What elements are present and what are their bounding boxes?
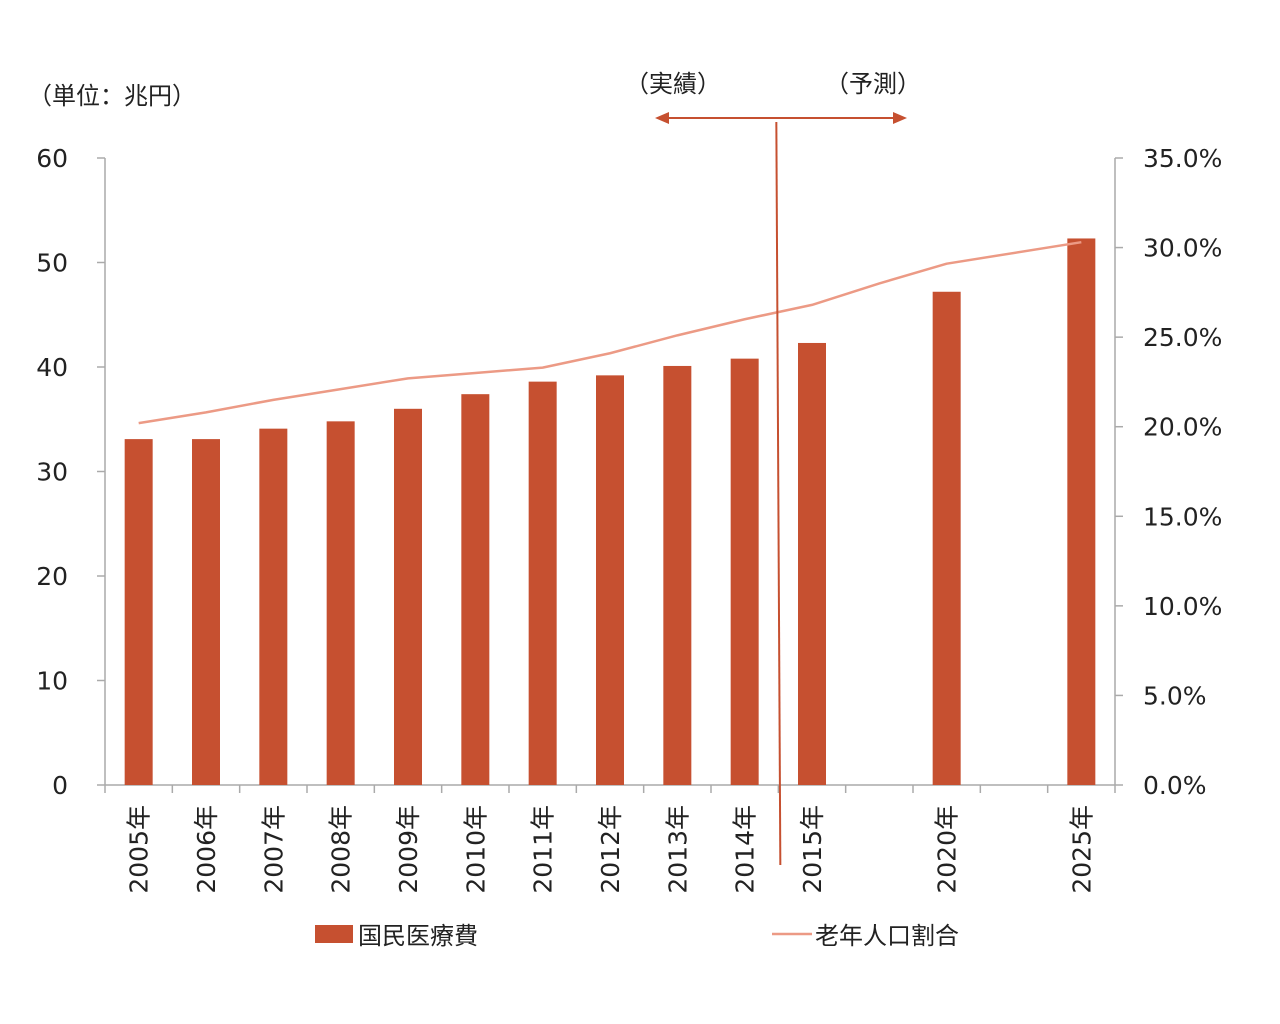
x-tick-label: 2005年 (125, 805, 154, 894)
line-series (138, 240, 1082, 425)
bar-2012年 (596, 375, 624, 785)
left-tick-label: 40 (36, 353, 68, 382)
forecast-label: （予測） (825, 70, 921, 98)
legend-line-label: 老年人口割合 (815, 922, 959, 950)
right-tick-label: 20.0% (1143, 413, 1222, 442)
bar-2013年 (663, 365, 692, 785)
x-tick-label: 2006年 (192, 805, 221, 894)
arrow-left-head (655, 112, 669, 124)
left-tick-label: 10 (36, 667, 68, 696)
x-tick-label: 2013年 (663, 805, 692, 894)
x-tick-label: 2011年 (529, 805, 558, 894)
x-tick-label: 2010年 (461, 805, 490, 894)
legend-bar-swatch (315, 925, 353, 943)
x-tick-label: 2008年 (327, 805, 356, 894)
divider-line (775, 121, 782, 866)
bar-2020年 (932, 291, 961, 785)
right-axis: 0.0% 5.0% 10.0% 15.0% 20.0% 25.0% 30.0% 35.0% (1114, 144, 1222, 800)
x-tick-label: 2009年 (394, 805, 423, 894)
x-tick-label: 2007年 (259, 805, 288, 894)
left-axis: 0 10 20 30 40 50 60 (36, 144, 106, 800)
legend: 国民医療費 老年人口割合 (315, 922, 959, 950)
left-tick-label: 50 (36, 249, 68, 278)
left-tick-label: 20 (36, 562, 68, 591)
right-tick-label: 10.0% (1143, 592, 1222, 621)
legend-bar-label: 国民医療費 (358, 922, 478, 950)
left-tick-label: 30 (36, 458, 68, 487)
right-tick-label: 35.0% (1143, 144, 1222, 173)
bar-2010年 (461, 394, 490, 785)
x-tick-label: 2012年 (596, 805, 625, 894)
bar-2006年 (192, 439, 220, 785)
bar-2015年 (798, 342, 826, 785)
x-axis: 2005年 2006年 2007年 2008年 2009年 2010年 2011年 2012年… (104, 784, 1116, 894)
left-tick-label: 60 (36, 144, 68, 173)
bar-2008年 (326, 421, 355, 785)
bar-2025年 (1067, 238, 1096, 786)
bar-2009年 (394, 408, 422, 785)
x-tick-label: 2020年 (933, 805, 962, 894)
right-tick-label: 30.0% (1143, 234, 1222, 263)
right-tick-label: 5.0% (1143, 681, 1207, 710)
x-tick-label: 2015年 (798, 805, 827, 894)
bar-2007年 (259, 428, 288, 785)
bar-2011年 (528, 381, 557, 785)
unit-label: （単位：兆円） (28, 82, 196, 110)
right-tick-label: 15.0% (1143, 502, 1222, 531)
right-tick-label: 25.0% (1143, 323, 1222, 352)
x-tick-label: 2025年 (1067, 805, 1096, 894)
right-tick-label: 0.0% (1143, 771, 1207, 800)
x-tick-label: 2014年 (731, 805, 760, 894)
bars (124, 238, 1096, 786)
divider (655, 112, 907, 866)
left-tick-label: 0 (52, 771, 68, 800)
bar-2005年 (124, 439, 153, 785)
bar-2014年 (730, 358, 759, 785)
actual-label: （実績） (625, 70, 721, 98)
line-老年人口割合 (138, 240, 1082, 425)
arrow-right-head (893, 112, 907, 124)
